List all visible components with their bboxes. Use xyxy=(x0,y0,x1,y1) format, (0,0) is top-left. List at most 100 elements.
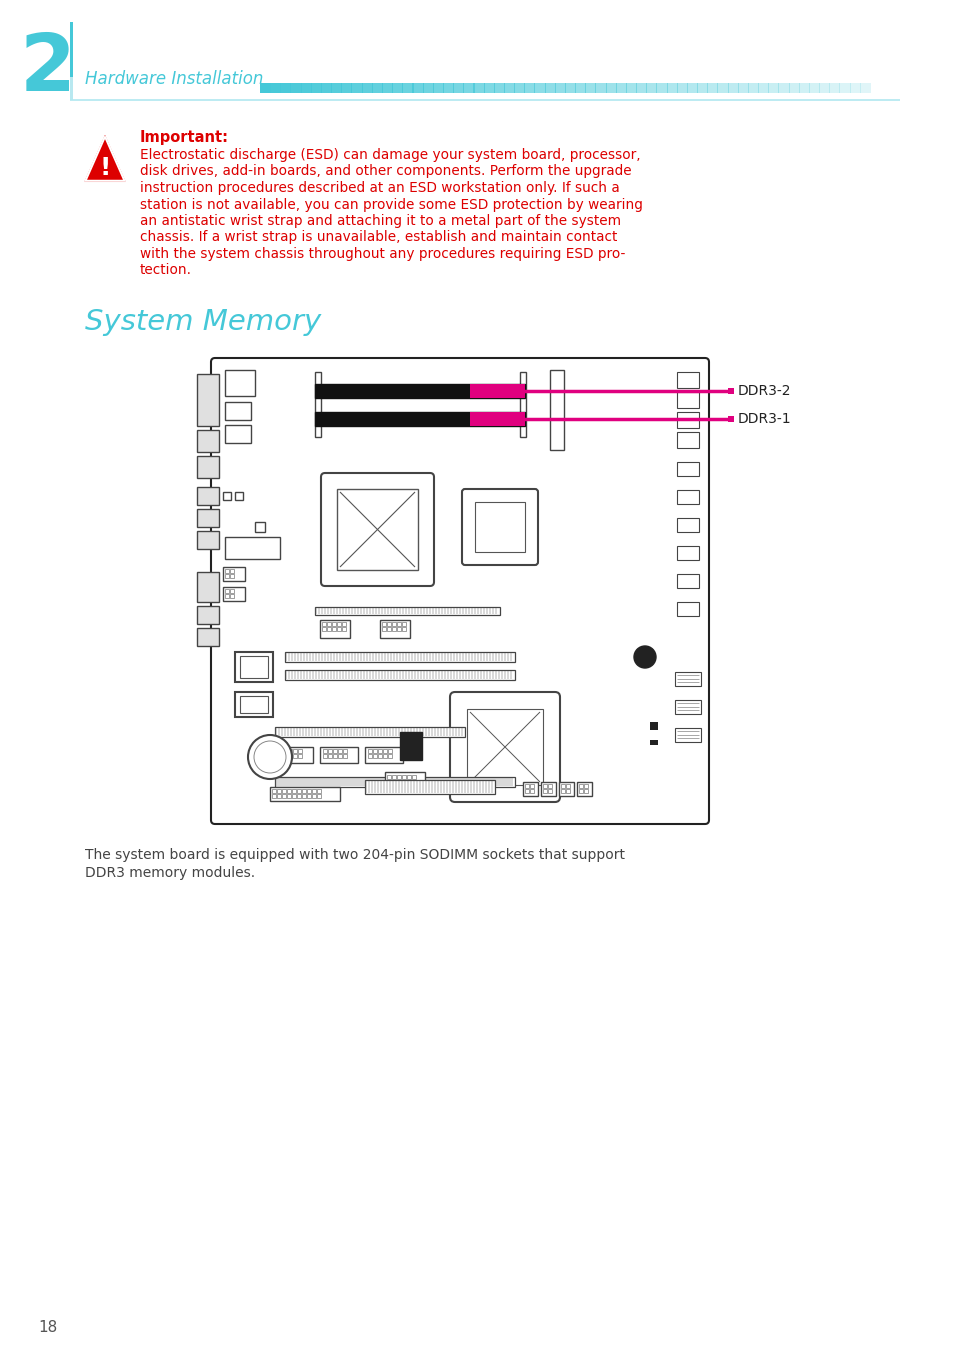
Bar xyxy=(547,784,552,788)
Bar xyxy=(412,780,416,784)
Bar xyxy=(228,378,232,382)
Bar xyxy=(248,378,252,382)
Bar xyxy=(636,83,647,93)
Bar xyxy=(282,793,286,798)
Bar xyxy=(583,784,587,788)
Bar xyxy=(737,83,748,93)
Bar xyxy=(542,784,546,788)
Bar xyxy=(385,772,424,792)
Bar xyxy=(365,780,495,793)
Bar xyxy=(228,433,232,437)
Bar xyxy=(616,83,626,93)
Bar xyxy=(307,789,311,793)
Bar xyxy=(291,83,301,93)
Bar xyxy=(547,789,552,793)
Bar xyxy=(230,589,233,593)
Bar xyxy=(228,372,232,376)
Bar xyxy=(688,399,692,403)
Bar xyxy=(675,672,700,686)
Bar xyxy=(237,405,242,409)
Bar xyxy=(387,774,391,779)
Bar xyxy=(237,428,242,432)
Bar xyxy=(314,607,499,615)
FancyBboxPatch shape xyxy=(320,473,434,586)
Circle shape xyxy=(634,646,656,668)
FancyBboxPatch shape xyxy=(211,357,708,825)
Bar xyxy=(293,749,296,753)
Bar xyxy=(697,83,707,93)
Bar xyxy=(283,749,287,753)
Bar xyxy=(331,83,342,93)
Bar xyxy=(322,621,326,626)
Bar xyxy=(276,789,281,793)
Bar xyxy=(819,83,829,93)
Bar xyxy=(312,793,315,798)
Bar xyxy=(676,83,687,93)
Bar xyxy=(412,774,416,779)
Bar xyxy=(727,416,733,422)
Bar xyxy=(233,372,236,376)
Bar xyxy=(494,83,504,93)
Bar xyxy=(679,418,682,422)
Bar xyxy=(683,379,687,383)
Bar xyxy=(274,727,464,737)
Bar xyxy=(341,627,346,631)
Bar xyxy=(233,433,236,437)
Bar xyxy=(514,83,525,93)
Bar xyxy=(381,83,393,93)
Bar xyxy=(470,412,524,427)
Bar xyxy=(544,83,556,93)
Bar xyxy=(292,789,295,793)
Bar xyxy=(285,653,515,662)
Bar xyxy=(688,439,692,443)
Bar xyxy=(550,370,563,450)
Bar xyxy=(422,83,434,93)
Bar xyxy=(196,571,219,603)
Bar xyxy=(311,83,322,93)
Bar xyxy=(314,385,524,398)
Bar xyxy=(233,389,236,393)
Bar xyxy=(196,607,219,624)
Bar xyxy=(747,83,759,93)
Bar xyxy=(798,83,809,93)
Bar xyxy=(555,83,565,93)
Bar xyxy=(243,405,247,409)
Bar xyxy=(319,747,357,764)
Bar xyxy=(679,374,682,378)
Bar xyxy=(233,378,236,382)
Bar xyxy=(312,789,315,793)
Bar xyxy=(560,784,564,788)
Bar xyxy=(396,780,400,784)
Bar xyxy=(683,414,687,418)
Bar xyxy=(228,428,232,432)
FancyBboxPatch shape xyxy=(450,692,559,802)
Bar xyxy=(233,410,236,414)
Bar xyxy=(230,569,233,573)
Bar xyxy=(196,456,219,478)
Bar xyxy=(365,747,402,764)
Bar xyxy=(225,402,251,420)
FancyBboxPatch shape xyxy=(461,489,537,565)
Bar xyxy=(361,83,373,93)
Bar xyxy=(230,574,233,578)
Bar xyxy=(254,523,265,532)
Bar xyxy=(677,546,699,561)
Bar xyxy=(287,789,291,793)
Bar xyxy=(225,538,280,559)
Bar xyxy=(314,412,524,427)
Bar xyxy=(248,389,252,393)
Bar xyxy=(373,749,376,753)
Bar xyxy=(272,793,275,798)
Text: The system board is equipped with two 204-pin SODIMM sockets that support: The system board is equipped with two 20… xyxy=(85,848,624,862)
Bar xyxy=(333,749,336,753)
Bar xyxy=(402,83,413,93)
Bar xyxy=(677,432,699,448)
Bar xyxy=(522,783,537,796)
Bar xyxy=(234,492,243,500)
Bar xyxy=(243,433,247,437)
Bar xyxy=(649,722,658,730)
Bar xyxy=(683,435,687,437)
Bar xyxy=(387,780,391,784)
Bar xyxy=(280,83,292,93)
Bar xyxy=(225,574,229,578)
